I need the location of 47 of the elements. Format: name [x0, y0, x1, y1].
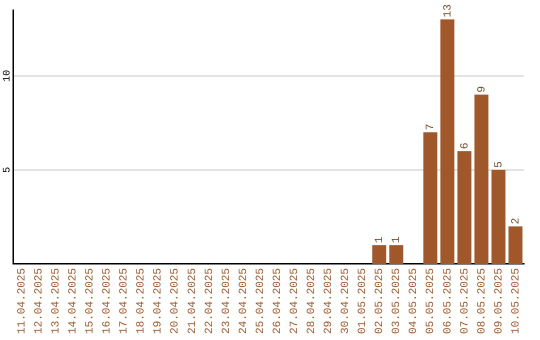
bar: [440, 19, 454, 264]
x-tick-label: 15.04.2025: [84, 268, 97, 334]
data-label: 2: [510, 218, 522, 224]
x-tick-label: 09.05.2025: [493, 268, 506, 334]
bar: [508, 226, 522, 264]
x-tick-label: 01.05.2025: [357, 268, 370, 334]
bar: [457, 151, 472, 264]
x-tick-label: 16.04.2025: [102, 268, 114, 334]
x-tick-label: 25.04.2025: [254, 268, 267, 334]
x-tick-label: 20.04.2025: [170, 268, 182, 334]
x-tick-label: 18.04.2025: [136, 268, 148, 334]
x-tick-label: 26.04.2025: [272, 268, 284, 334]
x-tick-label: 19.04.2025: [152, 268, 165, 334]
x-tick-label: 24.04.2025: [238, 268, 250, 334]
bar: [389, 245, 404, 264]
x-tick-label: 10.05.2025: [510, 268, 522, 334]
x-tick-label: 30.04.2025: [340, 268, 352, 334]
data-label: 9: [476, 86, 488, 93]
x-tick-label: 27.04.2025: [288, 268, 301, 334]
bar: [474, 94, 488, 264]
data-label: 13: [442, 4, 454, 18]
x-tick-label: 17.04.2025: [118, 268, 131, 334]
x-tick-label: 06.05.2025: [442, 268, 454, 334]
x-tick-label: 02.05.2025: [374, 268, 386, 334]
x-tick-label: 28.04.2025: [306, 268, 318, 334]
x-tick-label: 12.04.2025: [33, 268, 46, 334]
x-tick-label: 21.04.2025: [186, 268, 199, 334]
bar: [423, 132, 438, 264]
x-tick-label: 05.05.2025: [425, 268, 438, 334]
x-tick-label: 04.05.2025: [408, 268, 420, 334]
x-tick-label: 07.05.2025: [459, 268, 472, 334]
x-tick-label: 11.04.2025: [16, 268, 28, 334]
data-label: 5: [493, 161, 506, 168]
x-tick-label: 08.05.2025: [476, 268, 488, 334]
y-tick-label: 10: [2, 70, 14, 82]
data-label: 1: [391, 236, 404, 244]
data-label: 7: [425, 124, 438, 130]
x-tick-label: 23.04.2025: [220, 268, 233, 334]
bar: [372, 245, 386, 264]
x-tick-label: 13.04.2025: [50, 268, 62, 334]
data-label: 1: [374, 236, 386, 244]
x-tick-label: 14.04.2025: [68, 268, 80, 334]
x-tick-label: 22.04.2025: [204, 268, 216, 334]
data-label: 6: [459, 142, 472, 150]
x-tick-label: 29.04.2025: [323, 268, 336, 334]
bar: [491, 170, 506, 264]
x-tick-label: 03.05.2025: [391, 268, 404, 334]
